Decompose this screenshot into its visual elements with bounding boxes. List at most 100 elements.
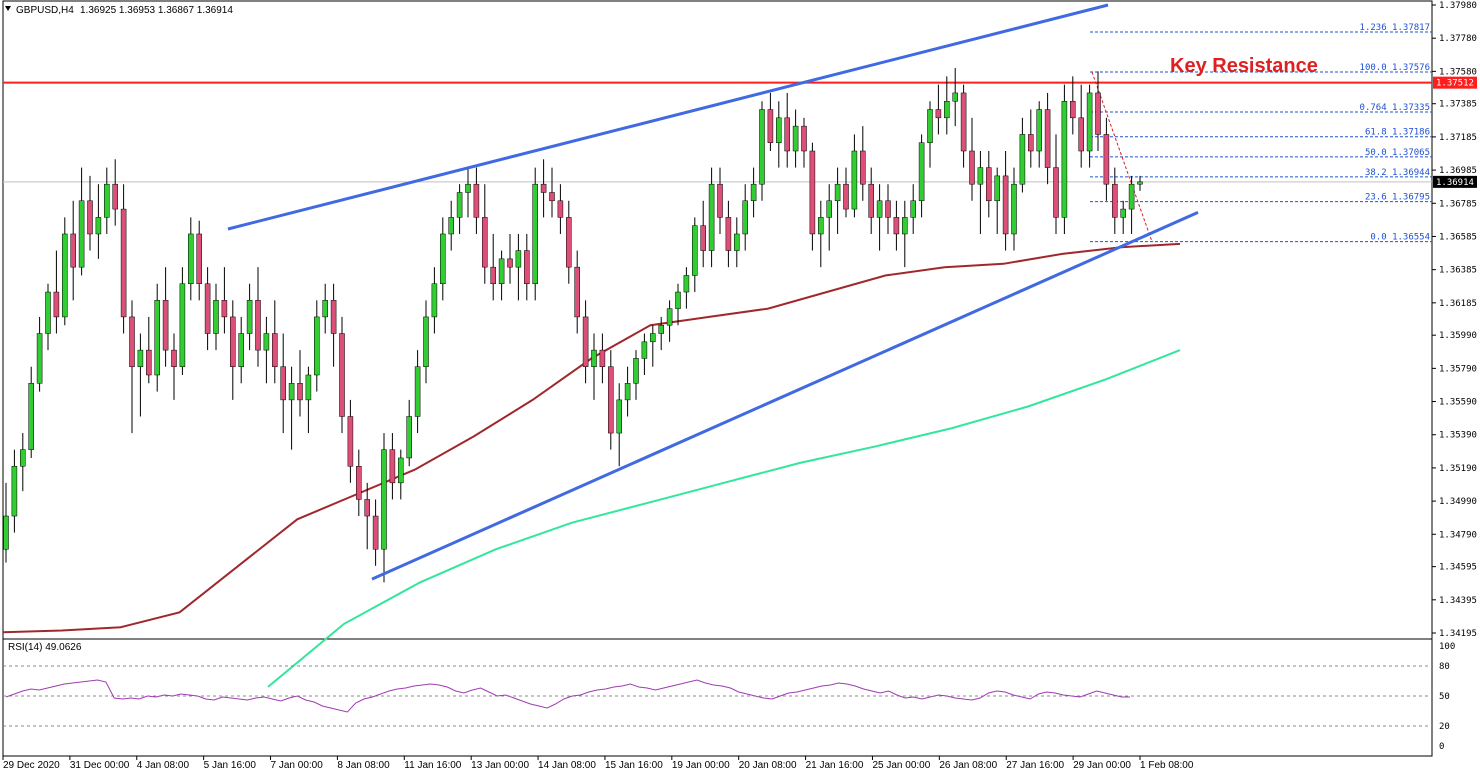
candle-body — [1070, 100, 1076, 119]
candle-body — [263, 333, 270, 351]
candle-body — [1002, 175, 1009, 235]
candle-body — [977, 167, 984, 185]
price-tick-label: 1.35990 — [1439, 331, 1477, 341]
resistance-price-box — [1433, 76, 1477, 89]
candle-body — [658, 324, 664, 334]
resistance-price-label: 1.37512 — [1436, 79, 1474, 89]
candle-body — [608, 366, 614, 434]
time-tick-label: 19 Jan 00:00 — [672, 760, 730, 771]
candle-body — [885, 200, 891, 218]
rsi-indicator: 100 80 50 20 0 — [3, 642, 1455, 752]
candle-body — [62, 233, 68, 318]
time-tick-label: 1 Feb 08:00 — [1140, 760, 1194, 771]
candle-body — [1061, 100, 1068, 218]
candle-body — [448, 217, 454, 235]
candle-body — [868, 183, 874, 218]
candle-body — [1078, 117, 1084, 152]
candle-body — [129, 316, 135, 367]
candle-body — [146, 349, 152, 376]
candle-body — [322, 300, 328, 318]
candle-body — [759, 109, 765, 185]
candle-body — [524, 250, 530, 284]
candle-body — [683, 275, 690, 293]
candle-body — [1103, 134, 1110, 185]
candle-body — [582, 316, 589, 367]
rsi-panel-frame — [2, 638, 1433, 757]
candlesticks — [3, 68, 1143, 583]
candle-body — [801, 125, 807, 152]
candle-body — [910, 200, 916, 218]
ma-long-line — [267, 349, 1181, 688]
candle-body — [935, 109, 942, 119]
fib-level-label: 0.764 1.37335 — [1360, 103, 1430, 113]
candle-body — [507, 258, 513, 268]
fib-level-label: 61.8 1.37186 — [1365, 128, 1430, 138]
candle-body — [87, 200, 93, 235]
candle-body — [423, 316, 429, 367]
candle-body — [792, 125, 799, 152]
fib-level-label: 0.0 1.36554 — [1370, 233, 1430, 243]
time-tick-label: 21 Jan 16:00 — [806, 760, 864, 771]
candle-body — [843, 183, 849, 210]
fib-level-label: 1.236 1.37817 — [1360, 23, 1430, 33]
candle-body — [566, 217, 572, 268]
candle-body — [893, 217, 900, 235]
price-tick-label: 1.34990 — [1439, 497, 1477, 507]
candle-body — [624, 383, 631, 401]
price-tick-label: 1.36185 — [1439, 299, 1477, 309]
price-tick-label: 1.35790 — [1439, 364, 1477, 374]
candle-body — [255, 300, 261, 351]
candle-body — [860, 150, 866, 185]
candle-body — [473, 183, 480, 218]
candle-body — [330, 300, 337, 334]
candle-body — [708, 183, 715, 251]
time-tick-label: 14 Jan 08:00 — [538, 760, 596, 771]
candle-body — [112, 183, 118, 210]
candle-body — [406, 416, 412, 459]
time-tick-label: 15 Jan 16:00 — [605, 760, 663, 771]
candle-body — [364, 499, 370, 517]
candle-body — [347, 416, 354, 467]
candle-body — [28, 383, 34, 450]
candle-body — [104, 183, 110, 218]
candle-body — [272, 333, 278, 367]
trend-lines — [227, 3, 1199, 581]
price-tick-label: 1.37980 — [1439, 1, 1477, 11]
key-resistance-label: Key Resistance — [1170, 55, 1318, 77]
candle-body — [952, 92, 958, 102]
candle-body — [834, 183, 841, 202]
candle-body — [1086, 92, 1093, 152]
candle-body — [53, 291, 60, 318]
candle-body — [960, 92, 967, 152]
candle-body — [650, 333, 656, 343]
time-tick-label: 20 Jan 08:00 — [739, 760, 797, 771]
candle-body — [599, 349, 606, 367]
candle-body — [70, 233, 76, 268]
candle-body — [725, 217, 732, 251]
candle-body — [381, 449, 387, 550]
candle-body — [532, 183, 538, 284]
current-price-box — [1433, 175, 1477, 188]
candle-body — [876, 200, 883, 218]
time-tick-label: 8 Jan 08:00 — [337, 760, 390, 771]
candle-body — [675, 291, 681, 309]
time-tick-label: 26 Jan 08:00 — [939, 760, 997, 771]
candle-body — [398, 457, 404, 484]
fib-level-label: 23.6 1.36795 — [1365, 193, 1430, 203]
price-tick-label: 1.34395 — [1439, 596, 1477, 606]
candle-body — [339, 333, 345, 417]
candle-body — [36, 333, 43, 384]
fib-level-label: 50.0 1.37065 — [1365, 148, 1430, 158]
price-tick-label: 1.34595 — [1439, 563, 1477, 573]
candle-body — [986, 167, 992, 202]
candle-body — [498, 258, 505, 284]
candle-body — [305, 374, 312, 401]
price-tick-label: 1.35390 — [1439, 431, 1477, 441]
candle-body — [515, 250, 522, 268]
candle-body — [734, 233, 740, 251]
symbol-dropdown-icon[interactable] — [5, 6, 11, 11]
candle-body — [776, 117, 782, 143]
chart-ohlc: 1.36925 1.36953 1.36867 1.36914 — [80, 5, 233, 16]
candle-body — [120, 208, 127, 318]
